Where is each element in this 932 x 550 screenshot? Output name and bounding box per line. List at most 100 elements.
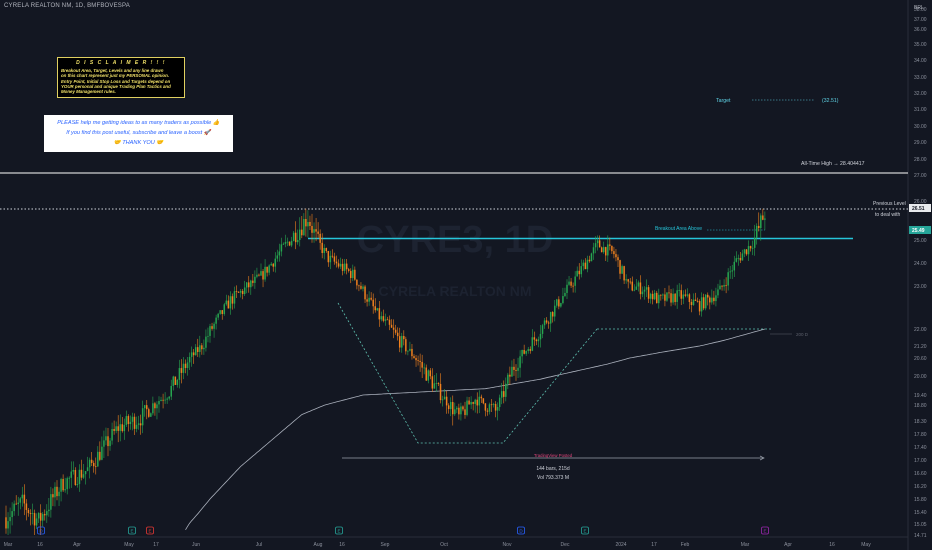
- y-tick-label: 17.40: [914, 445, 927, 451]
- candle-body: [356, 279, 358, 286]
- candle-body: [278, 251, 281, 256]
- candle-body: [90, 459, 93, 463]
- candle-body: [386, 319, 389, 321]
- target-label: Target: [716, 98, 731, 104]
- candle-body: [113, 429, 115, 431]
- candle-body: [44, 514, 46, 516]
- candle-body: [702, 297, 705, 309]
- candle-body: [458, 407, 460, 415]
- candle-body: [653, 292, 656, 300]
- candle-body: [680, 290, 682, 299]
- event-marker: [761, 526, 769, 535]
- candle-body: [321, 242, 323, 254]
- candle-body: [254, 276, 256, 283]
- candle-body: [107, 436, 109, 447]
- candle-body: [674, 293, 676, 302]
- x-tick-label: Aug: [314, 542, 323, 548]
- candle-body: [415, 358, 417, 361]
- x-tick-label: 16: [339, 542, 345, 548]
- candle-body: [613, 251, 615, 255]
- range-author-label: TradingView Posted: [534, 453, 573, 458]
- previous-level-label: Previous Level: [873, 201, 906, 207]
- candle-body: [158, 400, 160, 405]
- candle-body: [490, 404, 493, 406]
- candle-body: [129, 421, 132, 425]
- candle-body: [641, 291, 644, 295]
- candle-body: [515, 369, 517, 371]
- candle-body: [462, 406, 464, 410]
- candle-body: [419, 360, 421, 362]
- candle-body: [366, 299, 368, 302]
- candle-body: [319, 233, 321, 243]
- symbol-title[interactable]: CYRELA REALTON NM, 1D, BMFBOVESPA: [4, 3, 130, 9]
- candle-body: [68, 477, 70, 479]
- candle-body: [651, 293, 654, 300]
- candle-body: [505, 383, 507, 397]
- candle-body: [109, 440, 111, 447]
- candle-body: [280, 244, 283, 252]
- candle-body: [764, 218, 766, 220]
- candle-body: [445, 396, 448, 406]
- candle-body: [192, 352, 195, 356]
- candle-body: [64, 489, 66, 491]
- candle-body: [99, 451, 101, 460]
- candle-body: [347, 269, 350, 271]
- candle-body: [25, 503, 28, 510]
- y-tick-label: 34.00: [914, 58, 927, 64]
- candle-body: [405, 339, 407, 352]
- candle-body: [566, 284, 568, 293]
- candle-body: [621, 266, 623, 274]
- candle-body: [270, 263, 272, 266]
- disclaimer-line: Money Management rules.: [61, 89, 116, 95]
- candle-body: [743, 249, 746, 254]
- moving-average-line: [185, 328, 766, 531]
- candle-body: [707, 294, 709, 298]
- candle-body: [562, 296, 564, 304]
- candle-body: [719, 285, 721, 290]
- candle-body: [551, 312, 554, 317]
- candle-body: [688, 294, 691, 302]
- candle-body: [541, 325, 544, 334]
- candle-body: [745, 249, 748, 255]
- candle-body: [29, 513, 32, 514]
- x-tick-label: Dec: [561, 542, 570, 548]
- candle-body: [48, 509, 50, 512]
- candle-body: [119, 424, 121, 431]
- candle-body: [686, 294, 689, 296]
- y-tick-label: 24.00: [914, 261, 927, 267]
- candle-body: [368, 297, 370, 302]
- candle-body: [439, 383, 442, 401]
- candle-body: [696, 300, 699, 302]
- candle-body: [729, 271, 731, 273]
- event-marker: [146, 526, 154, 535]
- candle-body: [125, 416, 128, 425]
- candle-body: [676, 290, 678, 302]
- candle-body: [290, 240, 293, 246]
- candle-body: [260, 271, 262, 276]
- candle-body: [133, 416, 136, 429]
- candle-body: [11, 511, 13, 518]
- candle-body: [233, 291, 236, 304]
- candle-body: [570, 281, 572, 286]
- candle-body: [519, 356, 521, 368]
- candle-body: [753, 237, 756, 248]
- candle-body: [262, 271, 264, 280]
- candle-body: [52, 494, 54, 498]
- candle-body: [121, 424, 124, 432]
- y-tick-label: 27.00: [914, 173, 927, 179]
- candle-body: [327, 251, 330, 263]
- y-tick-label: 25.00: [914, 238, 927, 244]
- candle-body: [529, 349, 532, 351]
- candle-body: [294, 232, 297, 243]
- disclaimer-line: Entry Point, Initial Stop Loss and Targe…: [61, 78, 171, 84]
- disclaimer-box: D I S C L A I M E R ! ! ! Breakout Area,…: [57, 57, 185, 98]
- candle-body: [398, 336, 401, 348]
- y-tick-label: 35.00: [914, 42, 927, 48]
- candle-body: [41, 514, 44, 521]
- candle-body: [417, 360, 419, 361]
- candle-body: [301, 229, 303, 236]
- candle-body: [523, 349, 525, 354]
- candle-body: [709, 297, 711, 303]
- candle-body: [478, 396, 481, 406]
- y-tick-label: 23.00: [914, 284, 927, 290]
